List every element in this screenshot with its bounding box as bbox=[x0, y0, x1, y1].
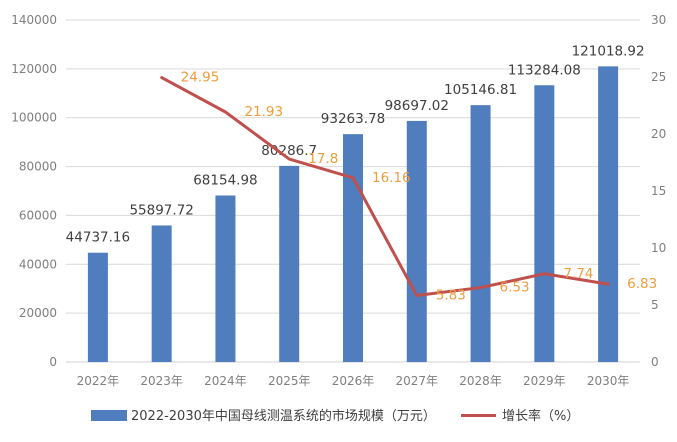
x-tick-label: 2024年 bbox=[204, 374, 247, 388]
right-tick-label: 5 bbox=[651, 298, 659, 312]
bar-value-label: 113284.08 bbox=[508, 62, 581, 78]
right-tick-label: 15 bbox=[651, 184, 666, 198]
bar-value-label: 93263.78 bbox=[321, 111, 385, 127]
bar bbox=[406, 120, 427, 362]
legend-bar-label: 2022-2030年中国母线测温系统的市场规模（万元） bbox=[131, 408, 436, 424]
left-tick-label: 140000 bbox=[11, 13, 57, 27]
line-series bbox=[160, 76, 610, 298]
line-data-labels: 24.95 21.93 17.8 16.16 5.83 6.53 7.74 6.83 bbox=[181, 70, 658, 304]
legend-bar-swatch bbox=[91, 410, 127, 421]
bar-data-labels: 44737.16 55897.7268154.9880286.793263.789… bbox=[66, 43, 645, 245]
left-tick-label: 120000 bbox=[11, 62, 57, 76]
bar bbox=[279, 165, 300, 362]
bar-value-label: 44737.16 bbox=[66, 230, 130, 246]
right-tick-label: 25 bbox=[651, 70, 666, 84]
x-tick-label: 2030年 bbox=[587, 374, 630, 388]
growth-rate-label: 16.16 bbox=[372, 170, 411, 186]
x-tick-label: 2028年 bbox=[459, 374, 502, 388]
bar bbox=[470, 105, 491, 363]
x-axis-ticks: 2022年 2023年 2024年 2025年 2026年 2027年 2028年 2029年… bbox=[77, 374, 630, 388]
left-tick-label: 20000 bbox=[19, 306, 57, 320]
growth-rate-label: 21.93 bbox=[244, 104, 283, 120]
growth-rate-label: 17.8 bbox=[308, 151, 338, 167]
bar-value-label: 121018.92 bbox=[572, 43, 645, 59]
bar bbox=[151, 225, 172, 362]
growth-rate-line bbox=[160, 76, 610, 298]
x-tick-label: 2022年 bbox=[77, 374, 120, 388]
legend-line-label: 增长率（%） bbox=[502, 408, 579, 424]
left-tick-label: 60000 bbox=[19, 208, 57, 222]
bar-value-label: 105146.81 bbox=[444, 82, 517, 98]
left-tick-label: 100000 bbox=[11, 111, 57, 125]
bar bbox=[87, 252, 108, 362]
growth-rate-label: 5.83 bbox=[436, 288, 466, 304]
bar bbox=[343, 134, 363, 362]
legend: 2022-2030年中国母线测温系统的市场规模（万元） 增长率（%） bbox=[91, 408, 579, 424]
left-tick-label: 40000 bbox=[19, 257, 57, 271]
bar bbox=[534, 85, 555, 362]
x-tick-label: 2027年 bbox=[396, 374, 439, 388]
right-tick-label: 0 bbox=[651, 355, 659, 369]
bar-value-label: 80286.7 bbox=[261, 143, 317, 159]
growth-rate-label: 6.83 bbox=[627, 276, 657, 292]
left-axis-ticks: 0 20000 40000 60000 80000 100000 120000 140000 bbox=[11, 13, 57, 369]
left-tick-label: 0 bbox=[49, 355, 57, 369]
x-tick-label: 2026年 bbox=[332, 374, 375, 388]
right-tick-label: 30 bbox=[651, 13, 666, 27]
right-tick-label: 10 bbox=[651, 241, 666, 255]
bar bbox=[598, 66, 619, 362]
right-axis-ticks: 0 5 10 15 20 25 30 bbox=[651, 13, 666, 369]
right-tick-label: 20 bbox=[651, 127, 666, 141]
bar-value-label: 98697.02 bbox=[385, 98, 449, 114]
x-tick-label: 2023年 bbox=[140, 374, 183, 388]
growth-rate-label: 24.95 bbox=[181, 70, 220, 86]
bar bbox=[215, 195, 236, 362]
bar-value-label: 55897.72 bbox=[129, 202, 193, 218]
x-tick-label: 2029年 bbox=[523, 374, 566, 388]
bar-series bbox=[87, 66, 619, 363]
x-tick-label: 2025年 bbox=[268, 374, 311, 388]
growth-rate-label: 6.53 bbox=[500, 280, 530, 296]
growth-rate-label: 7.74 bbox=[563, 266, 593, 282]
left-tick-label: 80000 bbox=[19, 160, 57, 174]
bar-value-label: 68154.98 bbox=[193, 173, 257, 189]
